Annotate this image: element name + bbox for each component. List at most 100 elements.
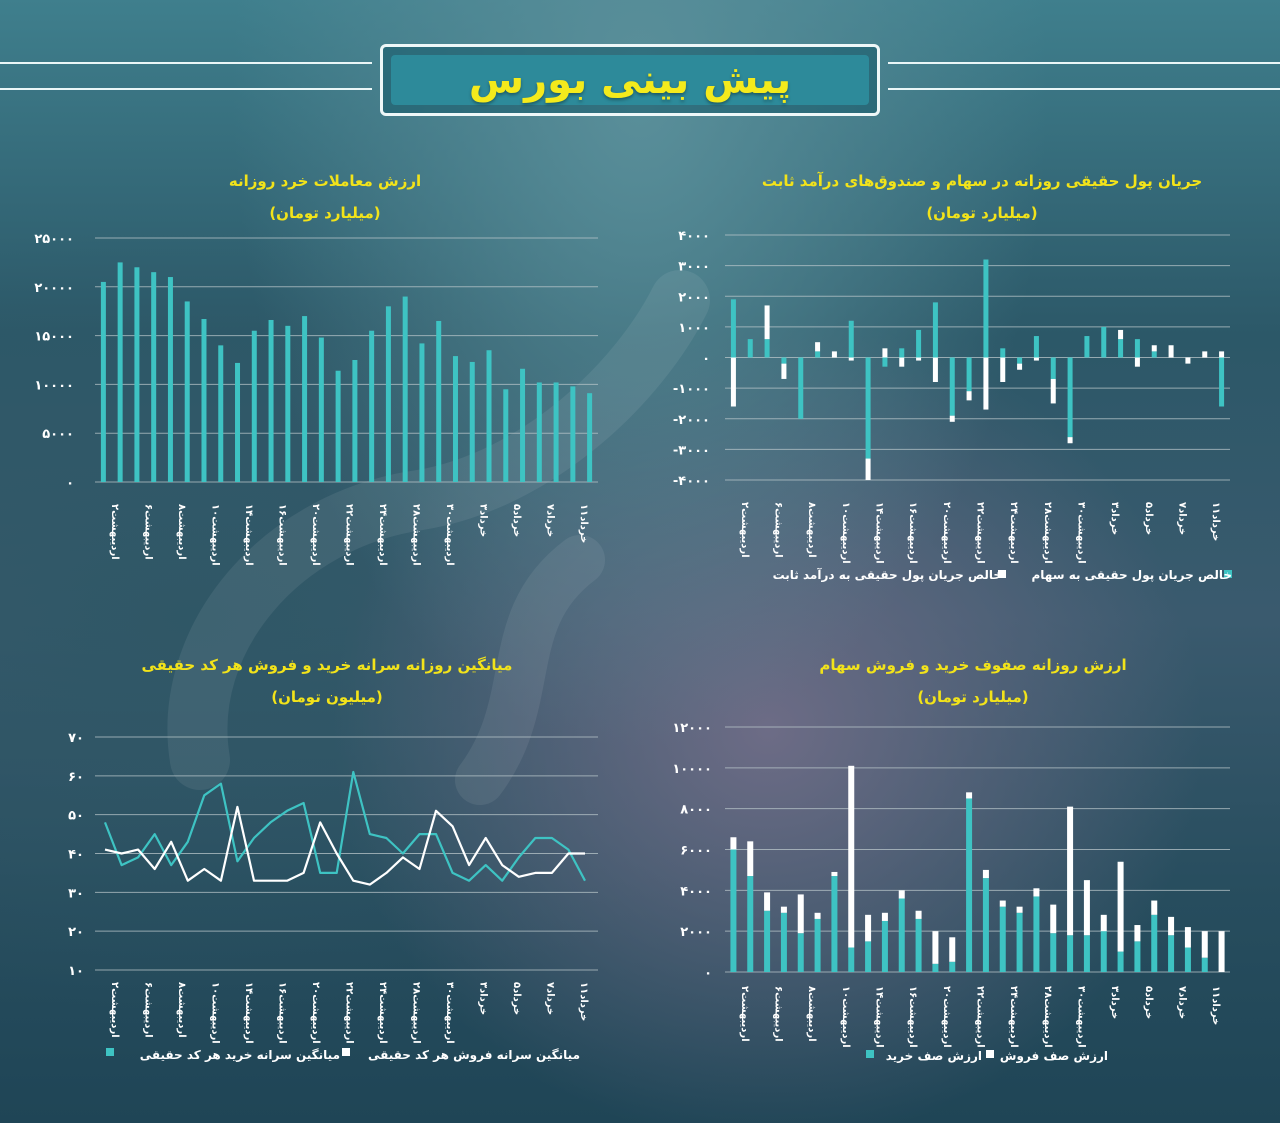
fixed-income-flow-bar [781, 363, 787, 379]
y-tick-label: ۲۰۰۰ [680, 925, 712, 940]
sell-queue-bar [1083, 880, 1090, 936]
y-tick-label: ۲۰۰۰ [678, 290, 710, 305]
chart-subtitle: (میلیارد تومان) [269, 204, 380, 222]
legend-swatch-sell [342, 1048, 350, 1056]
x-axis-ticks: اردیبهشت۲ اردیبهشت۶ اردیبهشت۸ اردیبهشت۱۰ ارد… [739, 986, 1221, 1048]
x-tick-label: اردیبهشت۲ [109, 982, 120, 1038]
gridlines [725, 726, 1230, 973]
legend-label-fixed-income: خالص جریان پول حقیقی به درآمد ثابت [773, 567, 1002, 583]
legend: ارزش صف فروش ارزش صف خرید [866, 1049, 1108, 1064]
fixed-income-flow-bar [949, 415, 955, 422]
y-tick-label: ۱۰۰۰۰ [34, 378, 74, 393]
x-tick-label: خرداد۱۱ [1210, 986, 1221, 1025]
bar [385, 306, 391, 482]
buy-queue-bar [1033, 896, 1040, 972]
buy-queue-bar [915, 918, 922, 972]
bar [184, 301, 190, 482]
sell-queue-bar [1168, 916, 1175, 936]
sell-queue-bar [915, 910, 922, 919]
header-line-left-bottom [0, 88, 372, 90]
bar [352, 360, 358, 482]
fixed-income-flow-bar [1219, 351, 1225, 358]
x-tick-label: اردیبهشت۱۰ [840, 986, 851, 1048]
bar [486, 350, 492, 482]
stocks-flow-bar [781, 357, 787, 364]
y-tick-label: ۵۰۰۰ [42, 427, 74, 442]
sell-queue-bar [764, 892, 771, 911]
x-tick-label: خرداد۵ [511, 982, 522, 1015]
fixed-income-flow-bar [882, 348, 888, 358]
x-tick-label: اردیبهشت۲۸ [1042, 502, 1053, 564]
sell-queue-bar [949, 937, 956, 962]
y-tick-label: ۶۰۰۰ [680, 844, 712, 859]
x-tick-label: اردیبهشت۲۲ [344, 982, 355, 1044]
bar [117, 262, 123, 482]
legend-label-buy-queue: ارزش صف خرید [886, 1049, 982, 1063]
legend-label-stocks: خالص جریان پول حقیقی به سهام [1032, 568, 1233, 583]
y-tick-label: ۳۰۰۰ [678, 260, 710, 275]
buy-queue-bar [1168, 935, 1175, 972]
sell-queue-bar [1050, 904, 1057, 934]
stocks-flow-bar [899, 348, 905, 358]
buy-queue-bar [999, 906, 1006, 972]
sell-queue-bar [1067, 806, 1074, 936]
y-tick-label: ۴۰ [68, 848, 84, 863]
x-axis-ticks: اردیبهشت۲ اردیبهشت۶ اردیبهشت۸ اردیبهشت۱۰ ارد… [109, 982, 589, 1044]
buy-queue-bar [764, 910, 771, 972]
x-tick-label: خرداد۱۱ [1210, 502, 1221, 541]
stocks-flow-bar [1101, 326, 1107, 358]
chart-subtitle: (میلیارد تومان) [926, 204, 1037, 222]
sell-queue-bar [1016, 906, 1023, 913]
fixed-income-flow-bar [899, 357, 905, 367]
x-tick-label: خرداد۷ [1177, 986, 1188, 1019]
sell-per-capita-line [104, 805, 585, 886]
bar [402, 296, 408, 482]
fixed-income-flow-bar [1118, 329, 1124, 340]
x-tick-label: اردیبهشت۲۸ [411, 982, 422, 1044]
sell-queue-bar [780, 906, 787, 913]
y-tick-label: ۲۵۰۰۰ [34, 232, 74, 247]
sell-queue-bar [898, 890, 905, 899]
x-tick-label: اردیبهشت۲۸ [1042, 986, 1053, 1048]
y-tick-label: ۵۰ [68, 809, 84, 824]
buy-queue-bar [881, 920, 888, 972]
stocks-flow-bar [949, 357, 955, 416]
bar [268, 319, 274, 482]
chart-real-money-flow: جریان پول حقیقی روزانه در سهام و صندوق‌ه… [673, 172, 1233, 583]
x-tick-label: اردیبهشت۳۰ [444, 982, 455, 1044]
sell-queue-bar [1033, 888, 1040, 897]
y-tick-label: -۴۰۰۰ [673, 474, 710, 489]
x-tick-label: خرداد۳ [478, 504, 489, 537]
x-tick-label: اردیبهشت۱۴ [243, 504, 254, 566]
bars [730, 765, 1225, 972]
y-axis-ticks: -۴۰۰۰ -۳۰۰۰ -۲۰۰۰ -۱۰۰۰ ۰ ۱۰۰۰ ۲۰۰۰ ۳۰۰۰ ۴۰۰۰ [673, 229, 710, 489]
buy-queue-bar [1050, 933, 1057, 972]
x-tick-label: خرداد۷ [545, 982, 556, 1015]
x-tick-label: خرداد۱۱ [578, 982, 589, 1021]
stocks-flow-bar [730, 299, 736, 358]
x-tick-label: اردیبهشت۲ [109, 504, 120, 560]
buy-queue-bar [1184, 947, 1191, 972]
x-tick-label: خرداد۵ [511, 504, 522, 537]
fixed-income-flow-bar [916, 357, 922, 361]
chart-title: میانگین روزانه سرانه خرید و فروش هر کد ح… [142, 656, 513, 674]
x-tick-label: اردیبهشت۱۶ [907, 986, 918, 1048]
legend-label-sell-queue: ارزش صف فروش [1000, 1049, 1108, 1064]
x-tick-label: اردیبهشت۱۴ [243, 982, 254, 1044]
stocks-flow-bar [1151, 351, 1157, 358]
buy-queue-bar [797, 933, 804, 972]
fixed-income-flow-bar [1134, 357, 1140, 367]
y-tick-label: -۲۰۰۰ [673, 413, 710, 428]
sell-queue-bar [730, 837, 737, 850]
bar [134, 267, 140, 482]
y-tick-label: ۲۰۰۰۰ [34, 281, 74, 296]
bar [553, 382, 559, 482]
chart-retail-trade-value: ارزش معاملات خرد روزانه (میلیارد تومان) … [34, 172, 598, 566]
fixed-income-flow-bar [1017, 363, 1023, 370]
y-tick-label: ۸۰۰۰ [680, 803, 712, 818]
sell-queue-bar [1151, 900, 1158, 915]
x-tick-label: اردیبهشت۳۰ [444, 504, 455, 566]
buy-per-capita-line [103, 770, 586, 882]
stocks-flow-bar [1000, 348, 1006, 358]
sell-queue-bar [932, 931, 939, 964]
